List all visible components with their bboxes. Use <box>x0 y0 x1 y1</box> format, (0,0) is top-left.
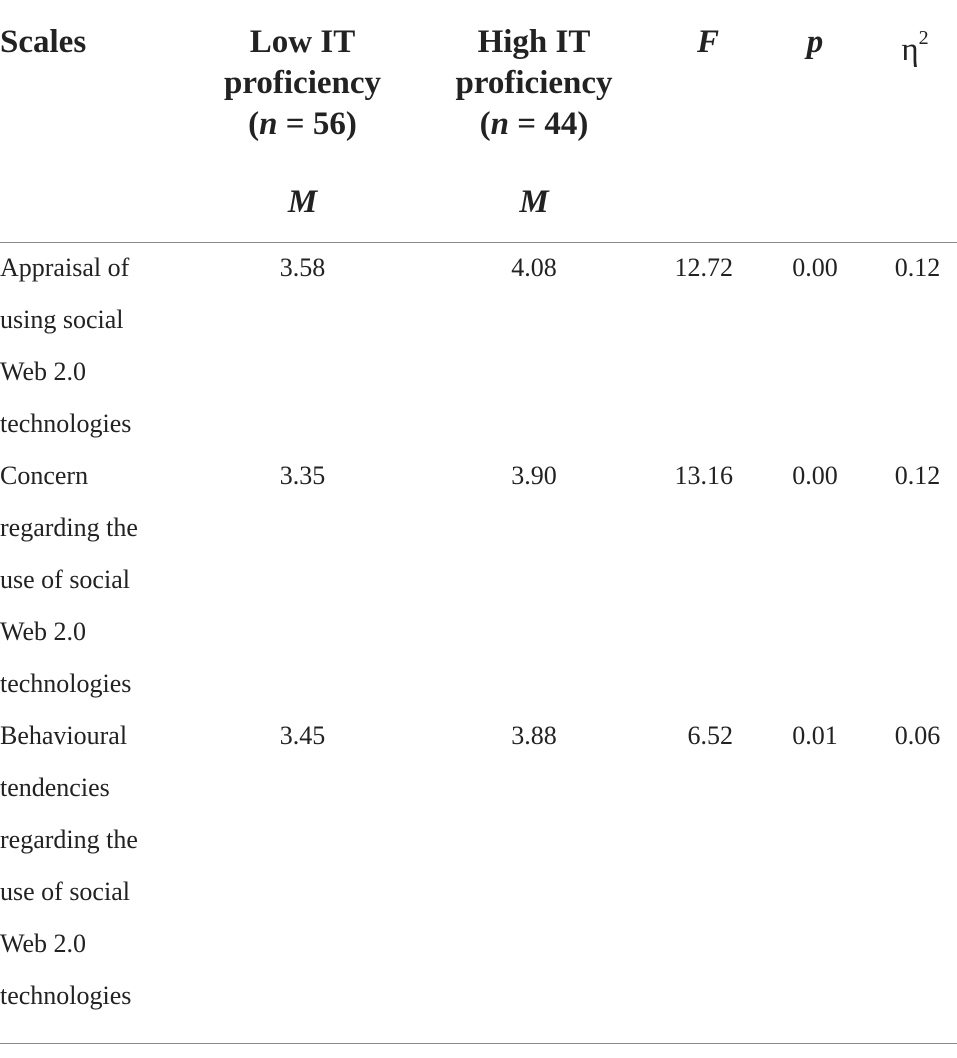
row-label-line: technologies <box>0 981 132 1010</box>
header-p: p <box>780 22 850 63</box>
header-high-n-rest: = 44) <box>509 106 589 142</box>
row-label-appraisal: Appraisal of using social Web 2.0 techno… <box>0 242 165 450</box>
cell-f: 6.52 <box>687 721 734 750</box>
header-high-n-var: n <box>490 106 510 142</box>
row-label-line: Web 2.0 <box>0 357 86 386</box>
header-low-n-var: n <box>259 106 278 142</box>
header-m-low-label: M <box>287 184 318 220</box>
cell-p: 0.00 <box>792 461 838 490</box>
header-m-high: M <box>425 182 643 223</box>
row-label-line: tendencies <box>0 773 110 802</box>
row-label-line: Behavioural <box>0 721 128 750</box>
header-high-n-open: ( <box>479 106 491 142</box>
cell-eta-squared: 0.06 <box>894 721 941 750</box>
header-low-it-proficiency: Low IT proficiency (n = 56) <box>195 22 410 145</box>
cell-low-m: 3.58 <box>279 253 326 282</box>
row-label-line: use of social <box>0 877 130 906</box>
cell-high-m: 4.08 <box>511 253 557 282</box>
cell-p: 0.00 <box>792 253 838 282</box>
row-label-line: technologies <box>0 409 132 438</box>
header-low-n: (n = 56) <box>195 104 410 145</box>
row-label-line: Appraisal of <box>0 253 130 282</box>
row-label-line: Web 2.0 <box>0 929 86 958</box>
header-p-label: p <box>806 24 824 60</box>
cell-eta-squared: 0.12 <box>894 461 941 490</box>
header-scales: Scales <box>0 24 87 60</box>
header-eta-symbol: η <box>901 32 919 68</box>
cell-f: 12.72 <box>674 253 734 282</box>
cell-high-m: 3.90 <box>511 461 557 490</box>
header-high-n: (n = 44) <box>425 104 643 145</box>
header-high-line2: proficiency <box>455 65 613 101</box>
header-eta-squared: η2 <box>880 22 950 71</box>
header-low-n-rest: = 56) <box>277 106 357 142</box>
row-label-concern: Concern regarding the use of social Web … <box>0 450 165 710</box>
cell-p: 0.01 <box>792 721 838 750</box>
header-low-n-open: ( <box>248 106 260 142</box>
header-m-low: M <box>195 182 410 223</box>
cell-low-m: 3.35 <box>279 461 326 490</box>
header-eta-superscript: 2 <box>918 27 929 49</box>
row-label-line: Web 2.0 <box>0 617 86 646</box>
row-label-line: using social <box>0 305 124 334</box>
header-f: F <box>668 22 748 63</box>
header-high-it-proficiency: High IT proficiency (n = 44) <box>425 22 643 145</box>
header-m-high-label: M <box>519 184 549 220</box>
cell-low-m: 3.45 <box>279 721 326 750</box>
row-label-behavioural: Behavioural tendencies regarding the use… <box>0 710 165 1022</box>
header-low-line2: proficiency <box>223 65 382 101</box>
header-divider <box>0 242 957 243</box>
row-label-line: regarding the <box>0 825 138 854</box>
row-label-line: regarding the <box>0 513 138 542</box>
header-high-line1: High IT <box>477 24 591 60</box>
row-label-line: use of social <box>0 565 130 594</box>
cell-f: 13.16 <box>674 461 734 490</box>
table-bottom-rule <box>0 1043 957 1044</box>
cell-eta-squared: 0.12 <box>894 253 941 282</box>
cell-high-m: 3.88 <box>511 721 557 750</box>
row-label-line: technologies <box>0 669 132 698</box>
header-f-label: F <box>696 24 719 60</box>
header-low-line1: Low IT <box>249 24 356 60</box>
row-label-line: Concern <box>0 461 89 490</box>
